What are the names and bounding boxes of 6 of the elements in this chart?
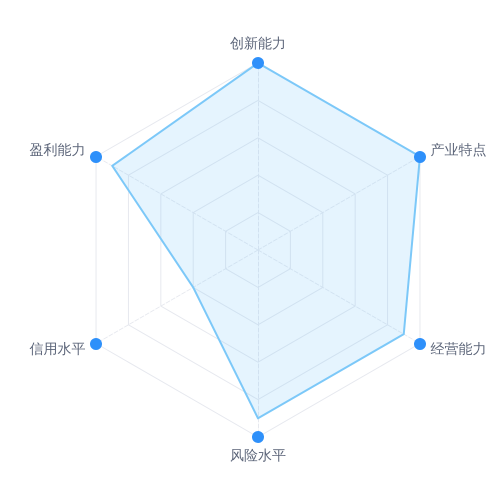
spoke-label: 创新能力 <box>230 36 286 52</box>
spoke-label: 盈利能力 <box>30 142 86 158</box>
spoke-label: 产业特点 <box>430 142 486 158</box>
spoke-label: 经营能力 <box>430 342 486 358</box>
spoke-label: 风险水平 <box>230 448 286 464</box>
spoke-label: 信用水平 <box>30 342 86 358</box>
